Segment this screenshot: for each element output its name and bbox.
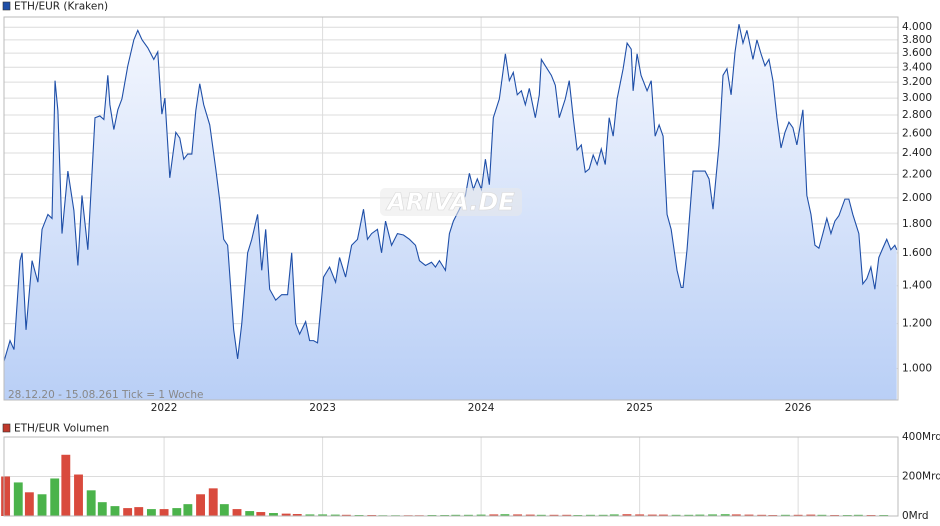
volume-bar [24, 492, 34, 516]
volume-bar [86, 490, 96, 516]
volume-bar [609, 514, 619, 516]
volume-bar [817, 514, 827, 516]
volume-bar [708, 514, 717, 516]
volume-bar [269, 513, 278, 516]
volume-bar [536, 514, 546, 516]
volume-bar [684, 514, 694, 516]
y-tick-label: 1.800 [902, 218, 932, 230]
volume-bar [658, 514, 668, 516]
volume-bar [123, 508, 133, 516]
y-tick-label: 3.200 [902, 76, 932, 88]
volume-bar [74, 474, 83, 516]
period: 28.12.20 - 15.08.26 [8, 389, 112, 401]
volume-bar [159, 509, 169, 516]
volume-bar [549, 514, 559, 516]
volume-bar [183, 504, 193, 516]
volume-bar [744, 514, 754, 516]
volume-bar [806, 514, 816, 516]
volume-bar [196, 494, 205, 516]
tick-note: 1 Tick = 1 Woche [112, 389, 203, 401]
x-tick-label: 2023 [309, 402, 336, 414]
plot-frame [3, 436, 899, 517]
volume-bar [598, 514, 608, 516]
volume-bar [256, 512, 266, 516]
volume-bar [172, 508, 182, 516]
y-tick-label: 2.600 [902, 127, 932, 139]
area [4, 24, 897, 400]
volume-bar [318, 514, 328, 516]
x-tick-label: 2022 [151, 402, 178, 414]
y-tick-label: 3.600 [902, 47, 932, 59]
y-tick-label: 200Mrd [902, 471, 940, 483]
volume-bar [671, 514, 681, 516]
volume-bar [525, 514, 535, 516]
y-tick-label: 1.400 [902, 280, 932, 292]
volume-bar [232, 509, 242, 516]
legend-swatch [2, 1, 11, 11]
volume-bar [451, 514, 461, 516]
y-tick-label: 3.400 [902, 61, 932, 73]
volume-bar [853, 514, 863, 516]
y-tick-label: 3.800 [902, 34, 932, 46]
legend-swatch [2, 423, 11, 433]
volume-bar [110, 506, 120, 516]
volume-bar [292, 514, 302, 516]
price-line [3, 24, 898, 362]
y-tick-label: 1.000 [902, 363, 932, 375]
volume-bar [146, 509, 156, 516]
volume-bar [463, 514, 473, 516]
volume-bar [208, 488, 218, 516]
volume-bar [757, 514, 767, 516]
volume-bar [305, 514, 315, 516]
volume-bar [586, 514, 595, 516]
volume-bar [635, 514, 645, 516]
legend-label: ETH/EUR Volumen [14, 423, 109, 435]
legend-label: ETH/EUR (Kraken) [14, 1, 108, 13]
volume-bar [731, 514, 741, 516]
y-tick-label: 400Mrd [902, 431, 940, 443]
volume-bar [622, 514, 632, 516]
y-tick-label: 3.000 [902, 92, 932, 104]
plot [1, 24, 898, 516]
volume-bar [219, 504, 229, 516]
y-tick-label: 1.600 [902, 247, 932, 259]
volume-bar [61, 454, 71, 516]
y-tick-label: 1.200 [902, 318, 932, 330]
y-tick-label: 2.000 [902, 192, 932, 204]
y-tick-label: 0Mrd [902, 510, 929, 522]
volume-bar [97, 502, 107, 516]
volume-bar [513, 514, 523, 516]
plot-frame [3, 16, 899, 401]
y-tick-label: 2.800 [902, 109, 932, 121]
volume-bar [13, 482, 23, 516]
volume-bar [341, 514, 351, 516]
volume-bar [647, 514, 657, 516]
volume-bar [793, 514, 803, 516]
volume-bar [476, 514, 486, 516]
y-tick-label: 2.200 [902, 168, 932, 180]
watermark: ARIVA.DE [385, 188, 515, 216]
y-tick-label: 4.000 [902, 21, 932, 33]
volume-bar [720, 514, 730, 516]
volume-bar [134, 507, 144, 516]
x-tick-label: 2025 [626, 402, 653, 414]
y-tick-label: 2.400 [902, 147, 932, 159]
volume-bar [1, 476, 11, 516]
volume-bar [37, 494, 47, 516]
volume-bar [50, 478, 60, 516]
watermark-box [380, 188, 522, 216]
volume-bar [562, 514, 572, 516]
volume-bar [500, 514, 510, 516]
x-tick-label: 2026 [785, 402, 812, 414]
volume-bar [330, 514, 340, 516]
x-tick-label: 2024 [468, 402, 495, 414]
volume-bar [489, 514, 499, 516]
volume-bar [695, 514, 705, 516]
volume-bar [281, 513, 291, 516]
volume-bar [245, 511, 255, 516]
volume-bar [781, 514, 790, 516]
